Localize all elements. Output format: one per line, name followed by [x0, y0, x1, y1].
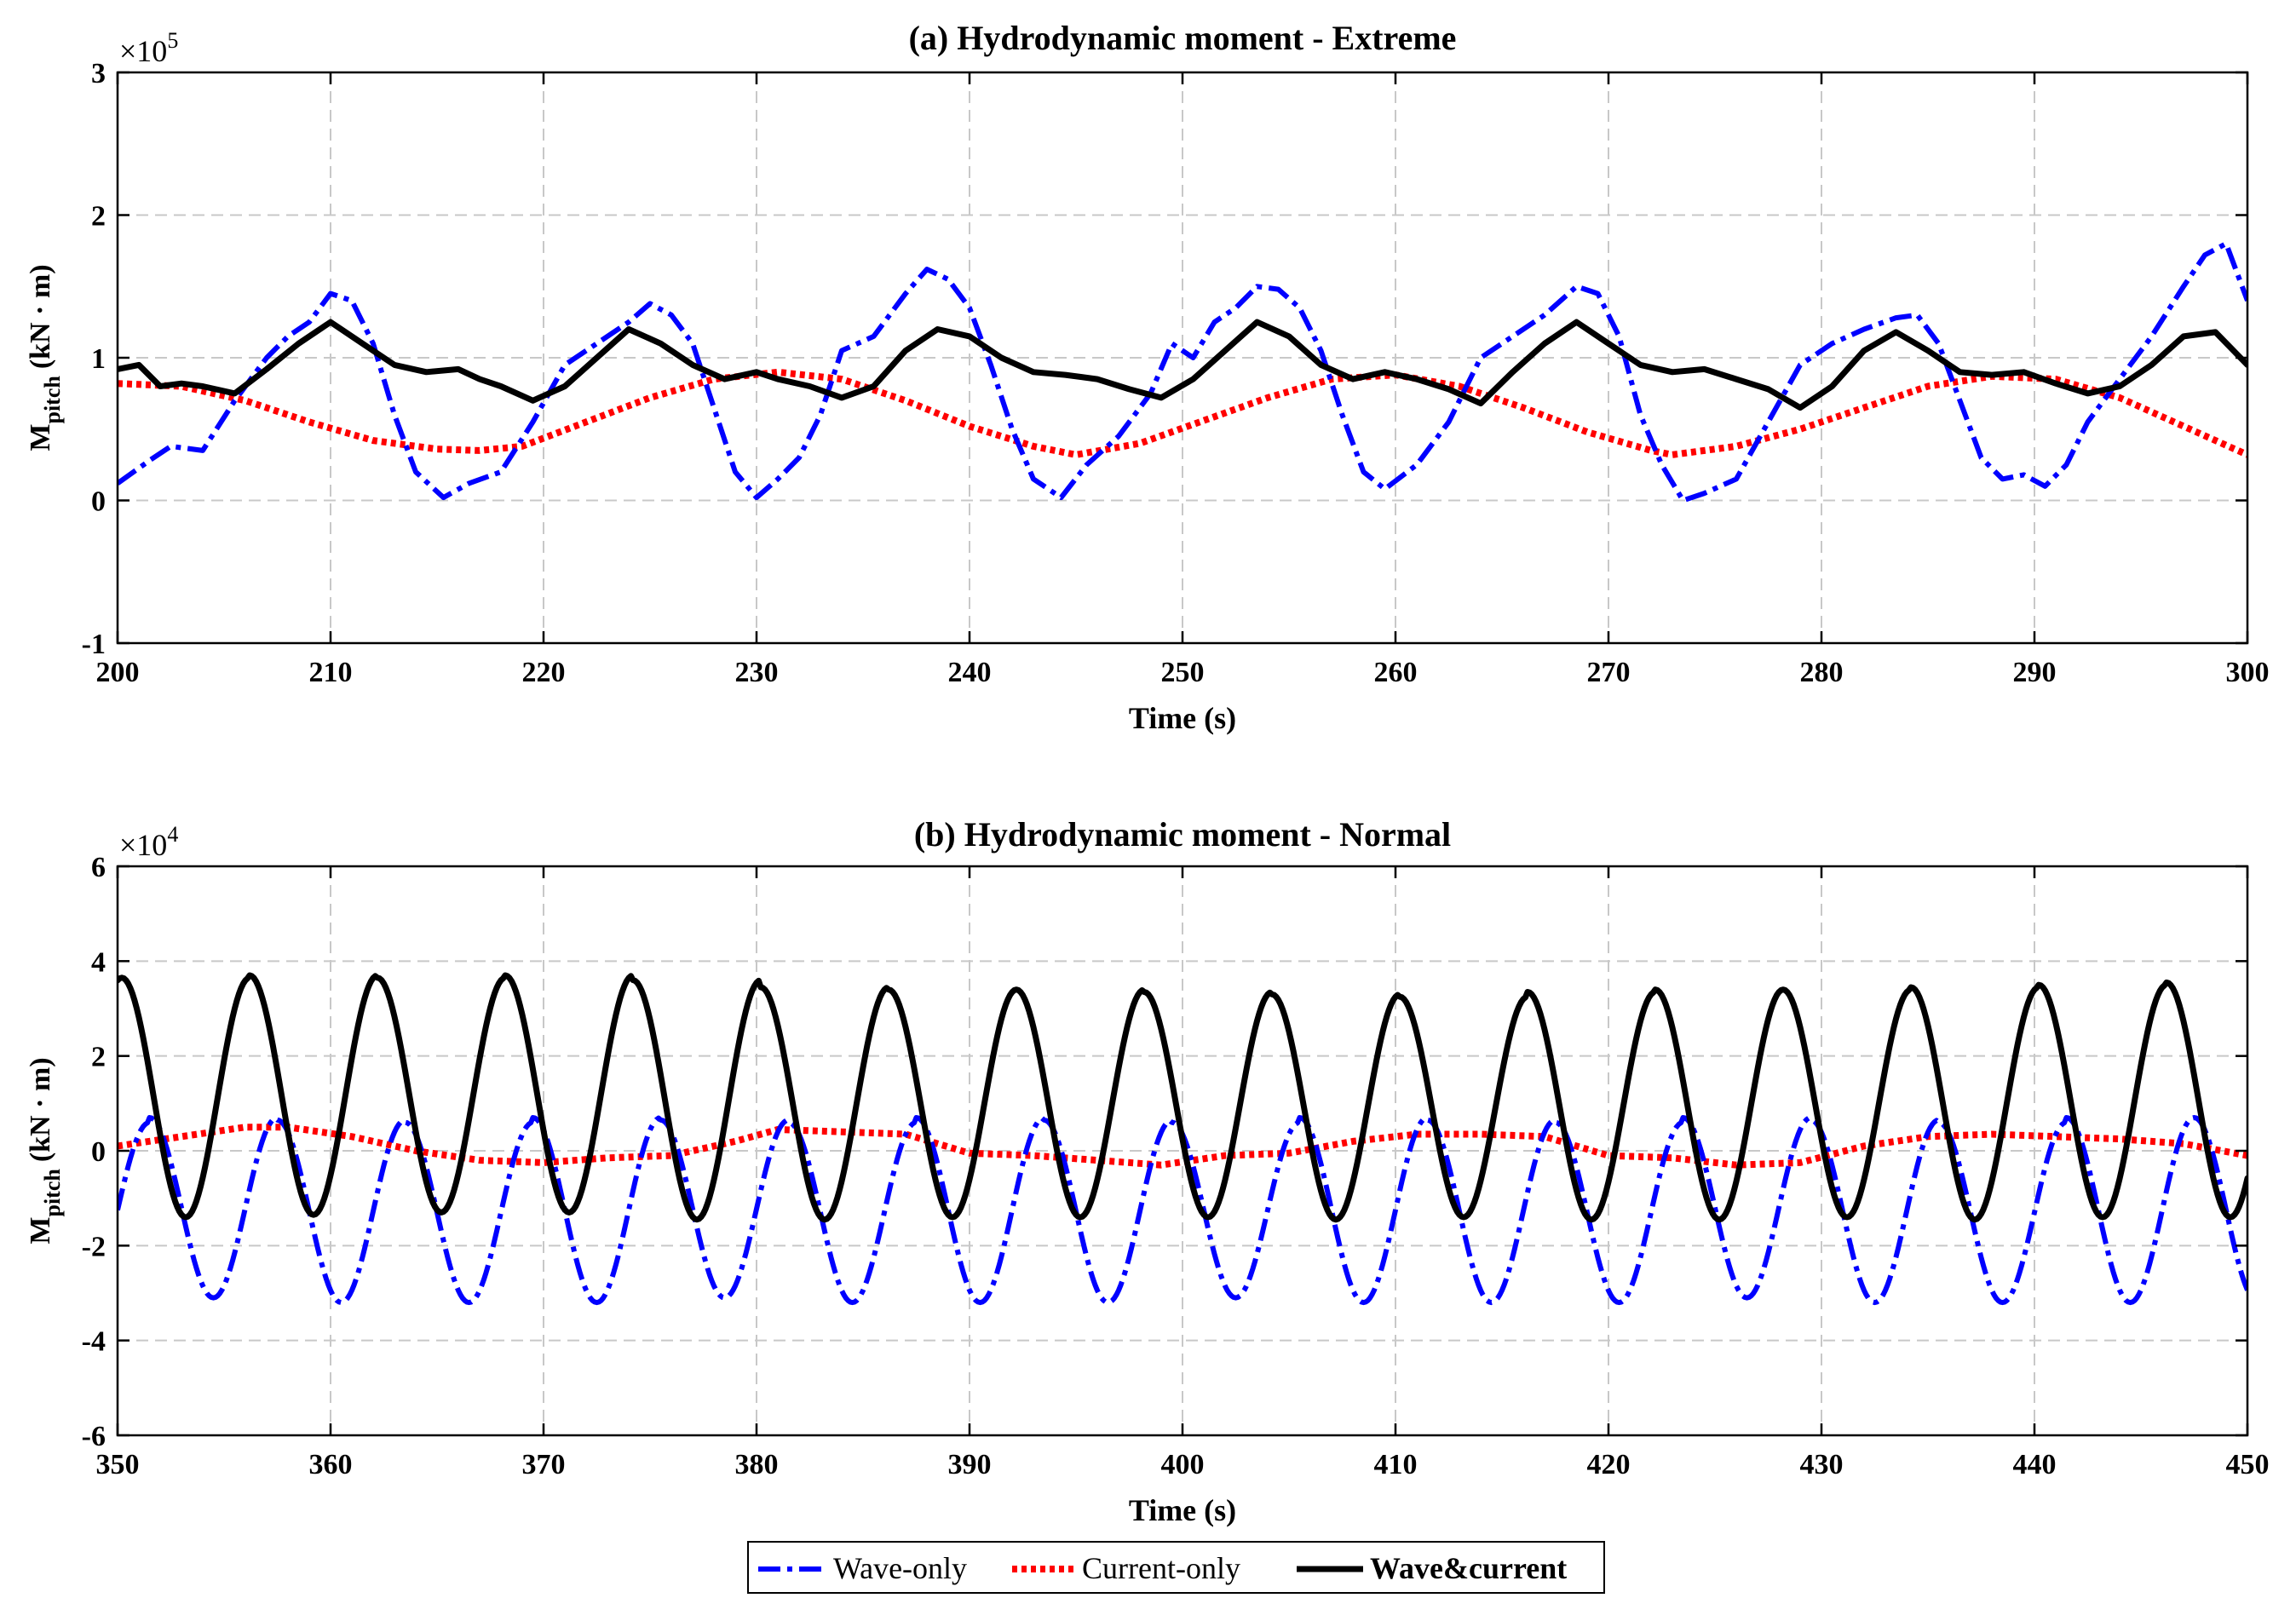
series-line-current-only: [118, 368, 2247, 458]
chart-title: (a) Hydrodynamic moment - Extreme: [909, 19, 1457, 57]
y-tick-label: -1: [82, 629, 106, 660]
y-tick-label: -4: [82, 1326, 106, 1358]
y-tick-label: -2: [82, 1231, 106, 1262]
x-tick-label: 420: [1587, 1449, 1631, 1480]
y-tick-label: -6: [82, 1421, 106, 1452]
y-label-subscript: pitch: [40, 1169, 65, 1217]
y-axis-label: Mpitch (kN · m): [25, 264, 65, 451]
exponent-power: 5: [167, 28, 178, 53]
ticks: 200 210 220 230 240 250 260 270 280 290 300 -1 0 1 2 3: [82, 58, 2270, 688]
x-tick-label: 380: [735, 1449, 779, 1480]
exponent-power: 4: [167, 822, 178, 847]
x-axis-label: Time (s): [1129, 1493, 1236, 1527]
x-tick-label: 230: [735, 657, 779, 688]
y-label-unit: (kN · m): [25, 264, 56, 369]
y-tick-label: 2: [91, 1042, 106, 1073]
ticks: 350 360 370 380 390 400 410 420 430 440 450 -6 -4 -2 0…: [82, 852, 2270, 1480]
y-tick-label: 3: [91, 58, 106, 89]
y-tick-label: 4: [91, 946, 106, 978]
x-tick-label: 240: [948, 657, 992, 688]
x-tick-label: 370: [522, 1449, 566, 1480]
series-group: [118, 972, 2247, 1306]
x-tick-label: 410: [1374, 1449, 1418, 1480]
x-tick-label: 220: [522, 657, 566, 688]
y-label-main: M: [25, 1217, 56, 1244]
x-tick-label: 270: [1587, 657, 1631, 688]
x-tick-label: 430: [1800, 1449, 1844, 1480]
legend-label-current: Current-only: [1082, 1551, 1240, 1585]
legend-label-wave: Wave-only: [833, 1551, 967, 1585]
x-axis-label: Time (s): [1129, 701, 1236, 735]
y-exponent-label: ×105: [119, 28, 178, 68]
chart-extreme: 200 210 220 230 240 250 260 270 280 290 300-10123 …: [25, 19, 2270, 735]
y-tick-label: 6: [91, 852, 106, 883]
x-tick-label: 360: [309, 1449, 353, 1480]
y-label-unit: (kN · m): [25, 1057, 56, 1162]
x-tick-label: 200: [96, 657, 140, 688]
series-line-wave-current: [118, 319, 2247, 411]
legend-box: [747, 1541, 1605, 1594]
y-axis-label: Mpitch (kN · m): [25, 1057, 65, 1244]
legend: Wave-only Current-only Wave&current: [747, 1541, 1605, 1594]
x-tick-label: 390: [948, 1449, 992, 1480]
x-tick-label: 260: [1374, 657, 1418, 688]
x-tick-label: 350: [96, 1449, 140, 1480]
exponent-base: ×10: [119, 34, 167, 68]
y-exponent-label: ×104: [119, 822, 178, 862]
y-tick-label: 0: [91, 486, 106, 518]
x-tick-label: 450: [2226, 1449, 2270, 1480]
series-line-wave-only: [118, 241, 2247, 503]
exponent-base: ×10: [119, 828, 167, 862]
x-tick-label: 400: [1161, 1449, 1205, 1480]
chart-title: (b) Hydrodynamic moment - Normal: [914, 815, 1451, 854]
y-tick-label: 0: [91, 1136, 106, 1168]
x-tick-label: 440: [2013, 1449, 2057, 1480]
x-tick-label: 250: [1161, 657, 1205, 688]
y-label-subscript: pitch: [40, 376, 65, 424]
series-line-current-only: [118, 1124, 2247, 1169]
series-group: [118, 241, 2247, 503]
x-tick-label: 280: [1800, 657, 1844, 688]
y-tick-label: 2: [91, 201, 106, 233]
grid: [118, 72, 2247, 643]
x-tick-label: 290: [2013, 657, 2057, 688]
x-tick-label: 300: [2226, 657, 2270, 688]
y-label-main: M: [25, 424, 56, 451]
x-tick-label: 210: [309, 657, 353, 688]
y-tick-label: 1: [91, 343, 106, 375]
legend-label-combined: Wave&current: [1370, 1551, 1567, 1585]
chart-normal: 350 360 370 380 390 400 410 420 430 440 450 -6 -4 -2 0…: [25, 815, 2270, 1527]
series-line-wave-current: [118, 972, 2247, 1223]
